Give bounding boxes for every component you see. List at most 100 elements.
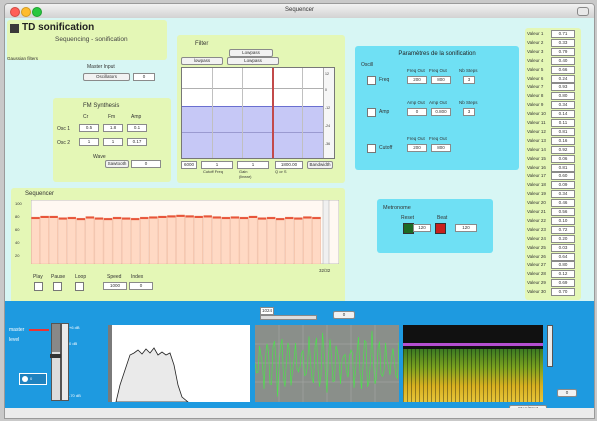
value-row-number[interactable]: 0.80	[551, 92, 575, 101]
cutoff-marker[interactable]	[272, 68, 274, 158]
osc1-fm[interactable]: 1.8	[103, 124, 123, 132]
value-row-number[interactable]: 0.60	[551, 172, 575, 181]
filter-gain-number[interactable]: 1	[201, 161, 233, 169]
sequencer-bar[interactable]	[221, 216, 231, 264]
toolbar-toggle-button[interactable]	[577, 7, 589, 16]
value-row-number[interactable]: 0.93	[551, 83, 575, 92]
sequencer-bar[interactable]	[49, 215, 58, 264]
sequencer-bar[interactable]	[103, 217, 113, 264]
sequencer-bar[interactable]	[230, 216, 240, 264]
filter-q-number[interactable]: 1	[237, 161, 269, 169]
cutoff-max-number[interactable]: 800	[431, 144, 451, 152]
sequencer-bar[interactable]	[76, 217, 86, 264]
sequencer-bar[interactable]	[248, 215, 258, 264]
value-row-number[interactable]: 0.79	[551, 47, 575, 56]
filter-bw-number[interactable]: 1800.00	[275, 161, 303, 169]
pause-toggle[interactable]	[53, 282, 62, 291]
sequencer-bar[interactable]	[194, 215, 203, 264]
value-row-number[interactable]: 0.12	[551, 270, 575, 279]
display-size-number[interactable]: 1024	[260, 307, 274, 315]
value-row-number[interactable]: 0.70	[551, 288, 575, 297]
gain-slider-thumb[interactable]	[50, 354, 62, 358]
amp-checkbox[interactable]	[367, 108, 376, 117]
sequencer-bar[interactable]	[121, 217, 131, 264]
zoom-window-button[interactable]	[32, 7, 42, 17]
value-row-number[interactable]: 0.81	[551, 163, 575, 172]
wave-select[interactable]: Sawtooth	[105, 160, 129, 168]
sequencer-bar[interactable]	[239, 216, 249, 264]
master-input-number[interactable]: 0	[133, 73, 155, 81]
filter-mode-select[interactable]: Lowpass	[229, 49, 273, 57]
sonogram-level-number[interactable]: 0	[557, 389, 577, 397]
master-input-select[interactable]: Oscillators	[83, 73, 130, 81]
value-row-number[interactable]: 0.11	[551, 119, 575, 127]
value-row-number[interactable]: 0.16	[551, 136, 575, 145]
sequencer-bar[interactable]	[112, 216, 122, 264]
play-toggle[interactable]	[34, 282, 43, 291]
sequencer-bar[interactable]	[85, 216, 95, 264]
value-row-number[interactable]: 0.10	[551, 216, 575, 225]
osc1-amp[interactable]: 0.1	[127, 124, 147, 132]
value-row-number[interactable]: 0.80	[551, 261, 575, 270]
value-row-number[interactable]: 0.24	[551, 74, 575, 83]
filter-graph[interactable]: 12 0 -12 -24 -36	[181, 67, 335, 159]
freq-steps-number[interactable]: 3	[463, 76, 475, 84]
amp-min-number[interactable]: 0	[407, 108, 427, 116]
cutoff-min-number[interactable]: 200	[407, 144, 427, 152]
sequencer-bar[interactable]	[257, 217, 267, 264]
osc1-cr[interactable]: 0.5	[79, 124, 99, 132]
index-number[interactable]: 0	[129, 282, 153, 290]
value-row-number[interactable]: 0.81	[551, 127, 575, 136]
value-row-number[interactable]: 0.34	[551, 101, 575, 110]
sequencer-bar[interactable]	[312, 216, 321, 264]
sequencer-bar[interactable]	[58, 217, 68, 264]
value-row-number[interactable]: 0.33	[551, 38, 575, 47]
sequencer-bar[interactable]	[40, 215, 49, 264]
sequencer-bar[interactable]	[67, 216, 77, 264]
sequencer-bar[interactable]	[94, 217, 104, 264]
sequencer-multislider[interactable]	[31, 200, 339, 264]
filter-type-select-b[interactable]: Lowpass	[227, 57, 279, 65]
osc2-cr[interactable]: 1	[79, 138, 99, 146]
value-row-number[interactable]: 0.56	[551, 208, 575, 216]
minimize-window-button[interactable]	[21, 7, 31, 17]
close-window-button[interactable]	[10, 7, 20, 17]
sequencer-bar[interactable]	[294, 217, 303, 264]
value-row-number[interactable]: 0.64	[551, 252, 575, 261]
sequencer-bar[interactable]	[139, 216, 149, 264]
sequencer-bar[interactable]	[185, 215, 194, 264]
sequencer-bar[interactable]	[149, 216, 158, 264]
sequencer-bar[interactable]	[176, 214, 185, 264]
sonogram-scroll[interactable]	[547, 325, 553, 367]
sequencer-bar[interactable]	[158, 215, 167, 264]
sequencer-bar[interactable]	[284, 216, 294, 264]
sequencer-bar[interactable]	[275, 217, 285, 264]
cutoff-checkbox[interactable]	[367, 144, 376, 153]
sequencer-bar[interactable]	[303, 216, 312, 264]
value-row-number[interactable]: 0.92	[551, 145, 575, 154]
sequencer-bar[interactable]	[203, 215, 213, 264]
value-row-number[interactable]: 0.09	[551, 181, 575, 190]
audio-on-off[interactable]: 0	[19, 373, 47, 385]
metronome-tempo[interactable]: 120	[455, 224, 477, 232]
sequencer-bar[interactable]	[31, 216, 40, 264]
sequencer-bar[interactable]	[266, 216, 276, 264]
osc2-fm[interactable]: 1	[103, 138, 123, 146]
freq-min-number[interactable]: 200	[407, 76, 427, 84]
metronome-counter[interactable]: 120	[413, 224, 431, 232]
master-gain-slider[interactable]	[50, 323, 62, 401]
filter-cutoff-number[interactable]: 6000	[181, 161, 197, 169]
speed-number[interactable]: 1000	[103, 282, 127, 290]
amp-steps-number[interactable]: 3	[463, 108, 475, 116]
scope-mode-button[interactable]: 0	[333, 311, 355, 319]
value-row-number[interactable]: 0.06	[551, 154, 575, 163]
wave-number[interactable]: 0	[131, 160, 161, 168]
value-row-number[interactable]: 0.72	[551, 225, 575, 234]
value-row-number[interactable]: 0.20	[551, 234, 575, 243]
freq-max-number[interactable]: 800	[431, 76, 451, 84]
value-row-number[interactable]: 0.66	[551, 65, 575, 74]
amp-max-number[interactable]: 0.800	[431, 108, 451, 116]
value-row-number[interactable]: 0.40	[551, 56, 575, 65]
value-row-number[interactable]: 0.71	[551, 30, 575, 38]
filter-bandwidth-button[interactable]: Bandwidth	[307, 161, 333, 169]
